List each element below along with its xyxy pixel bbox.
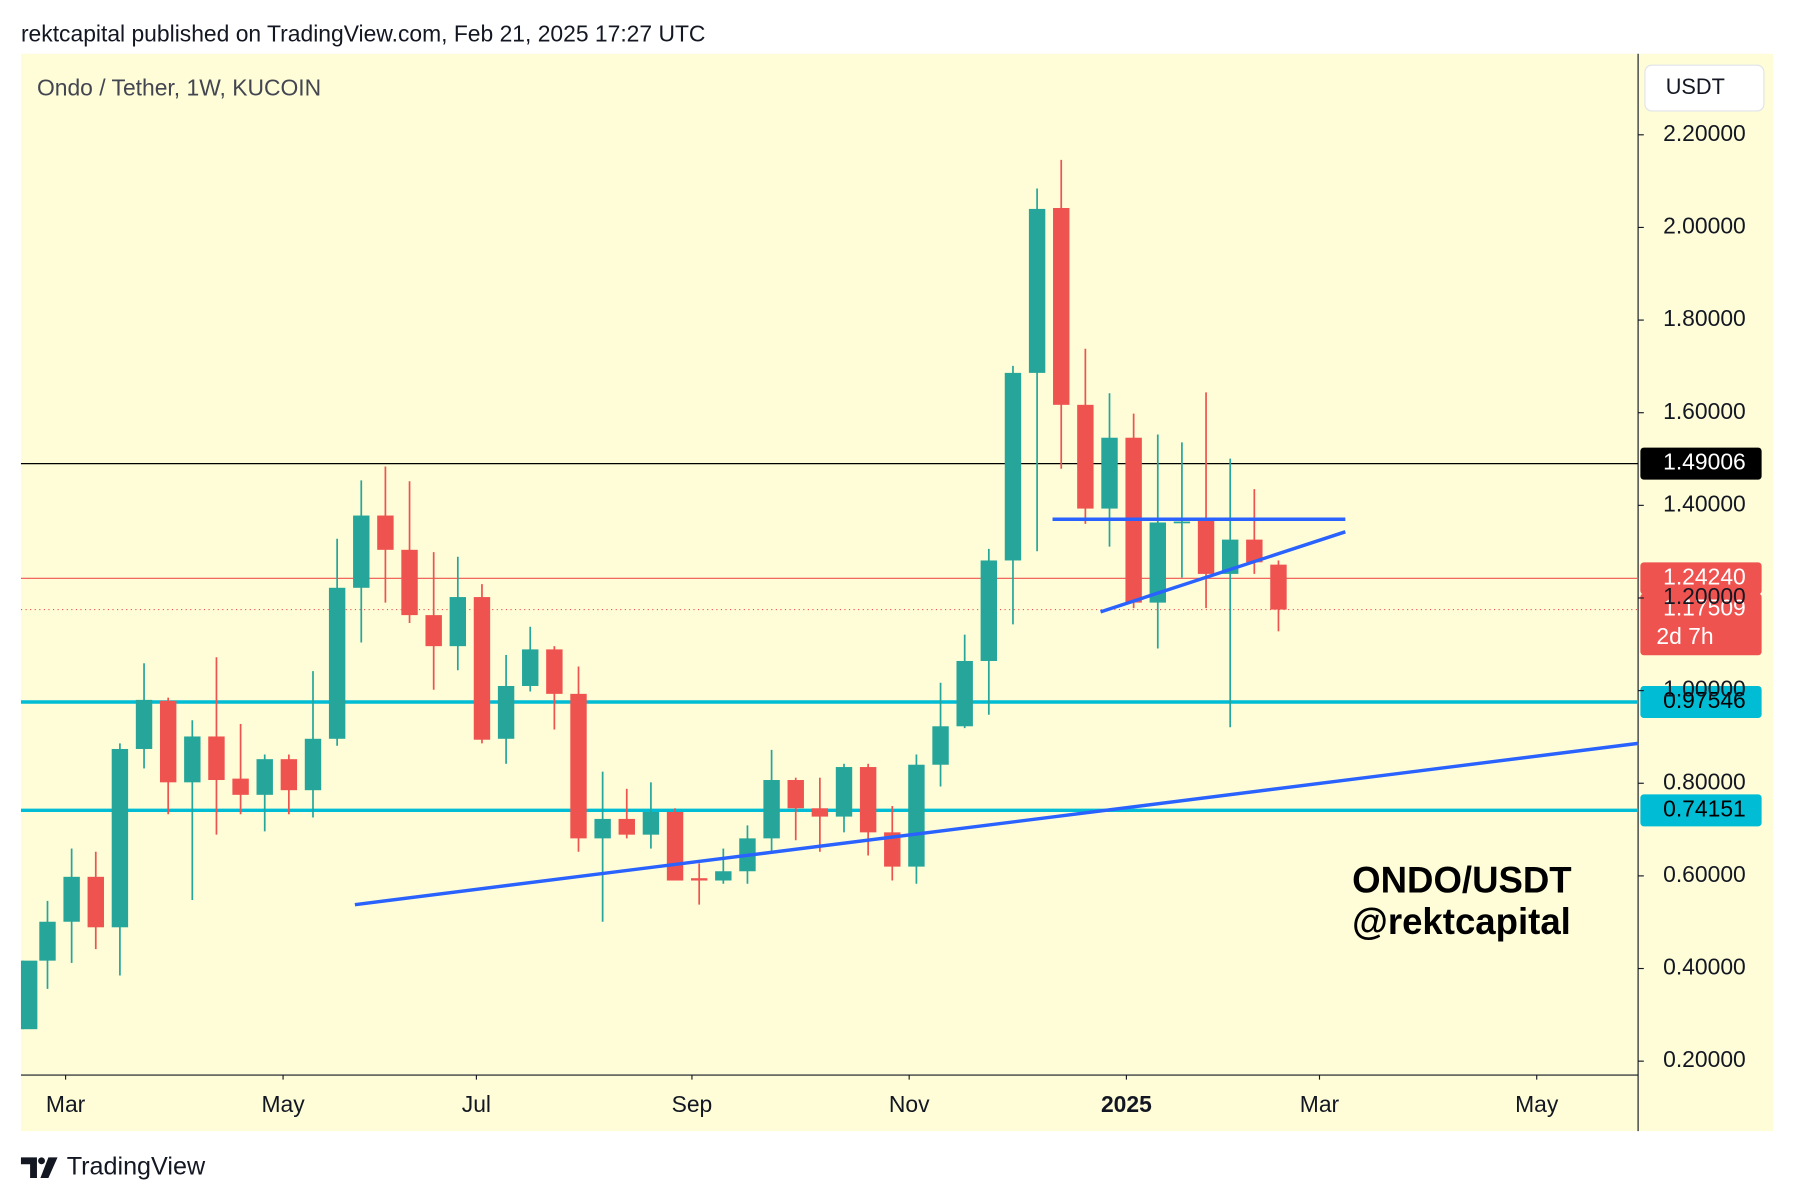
candle-body xyxy=(111,748,129,928)
candle-body xyxy=(1004,372,1022,561)
footer-brand: TradingView xyxy=(67,1152,206,1180)
candle-body xyxy=(859,767,877,833)
price-tag xyxy=(1640,685,1762,718)
candle-body xyxy=(787,780,804,809)
candle-body xyxy=(184,736,201,783)
x-tick-label: Jul xyxy=(462,1091,491,1117)
chart-panel xyxy=(20,53,1774,1132)
candle-body xyxy=(377,515,394,550)
watermark: @rektcapital xyxy=(1352,901,1571,942)
y-tick-label: 2.00000 xyxy=(1663,212,1746,238)
y-tick-label: 0.60000 xyxy=(1663,861,1746,887)
candle-body xyxy=(425,615,442,647)
candle-body xyxy=(328,587,346,739)
candle-body xyxy=(835,767,853,817)
price-tag xyxy=(1640,447,1762,480)
candle-body xyxy=(715,871,732,881)
candle-body xyxy=(1028,208,1046,373)
candle-body xyxy=(280,759,298,791)
y-tick-label: 0.20000 xyxy=(1663,1046,1746,1072)
candle-body xyxy=(618,818,635,835)
candle-body xyxy=(1149,522,1166,603)
candle-body xyxy=(1197,520,1215,574)
price-tag xyxy=(1640,794,1762,827)
candle-body xyxy=(63,876,80,922)
candle-body xyxy=(135,699,153,749)
candle-body xyxy=(908,764,925,867)
x-tick-label: May xyxy=(1515,1091,1559,1117)
x-tick-label: Mar xyxy=(46,1091,86,1117)
y-tick-label: 2.20000 xyxy=(1663,120,1746,146)
x-tick-label: Sep xyxy=(672,1091,713,1117)
y-tick-label: 1.00000 xyxy=(1663,676,1746,702)
candle-body xyxy=(256,759,273,795)
chart-title: Ondo / Tether, 1W, KUCOIN xyxy=(37,74,321,100)
candle-body xyxy=(497,685,515,739)
tradingview-logo xyxy=(20,1157,58,1178)
currency-label: USDT xyxy=(1666,74,1725,99)
price-tag-label: 0.97546 xyxy=(1663,687,1746,713)
candle-body xyxy=(932,726,949,765)
candle-body xyxy=(666,811,684,881)
candle-body xyxy=(87,876,104,928)
candle-body xyxy=(546,649,563,694)
candle-body xyxy=(570,693,587,839)
price-tag-label: 1.49006 xyxy=(1663,449,1746,475)
candle-body xyxy=(449,597,467,647)
candle-body xyxy=(39,921,56,961)
y-tick-label: 1.80000 xyxy=(1663,305,1746,331)
candle-body xyxy=(473,597,491,740)
axes: 0.20000 0.40000 0.60000 0.80000 1.00000 1.200… xyxy=(46,120,1746,1117)
candle-body xyxy=(20,960,38,1030)
candles xyxy=(20,159,1287,1030)
price-tag-label: 1.24240 xyxy=(1663,563,1746,589)
candle-body xyxy=(232,778,249,795)
candle-body xyxy=(522,649,539,686)
x-tick-label: May xyxy=(261,1091,305,1117)
header: rektcapital published on TradingView.com… xyxy=(21,21,706,47)
candle-body xyxy=(1077,404,1094,509)
candle-body xyxy=(159,700,177,783)
x-tick-label: 2025 xyxy=(1101,1091,1152,1117)
price-tag-label: 0.74151 xyxy=(1663,795,1746,821)
trendline xyxy=(354,741,1639,907)
price-tag xyxy=(1640,593,1762,656)
price-tag-label: 1.17509 xyxy=(1663,595,1746,621)
candle-body xyxy=(884,832,901,867)
candle-body xyxy=(956,660,973,727)
countdown: 2d 7h xyxy=(1656,623,1713,649)
y-tick-label: 1.60000 xyxy=(1663,398,1746,424)
candle-body xyxy=(690,878,708,881)
candle-body xyxy=(353,515,370,588)
candle-body xyxy=(1173,521,1191,524)
candle-body xyxy=(811,808,829,817)
candle-body xyxy=(1053,207,1070,405)
candle-body xyxy=(1221,539,1239,574)
x-tick-label: Nov xyxy=(889,1091,930,1117)
currency-button[interactable] xyxy=(1644,64,1765,112)
y-tick-label: 0.80000 xyxy=(1663,768,1746,794)
watermark: ONDO/USDT xyxy=(1352,860,1571,901)
candle-body xyxy=(1101,437,1118,509)
candle-body xyxy=(642,811,660,835)
price-tag xyxy=(1640,562,1762,595)
y-tick-label: 0.40000 xyxy=(1663,954,1746,980)
candle-body xyxy=(208,736,225,781)
trendline xyxy=(1100,530,1346,614)
candle-body xyxy=(763,780,780,839)
y-tick-label: 1.40000 xyxy=(1663,490,1746,516)
y-tick-label: 1.20000 xyxy=(1663,583,1746,609)
candle-body xyxy=(401,549,418,616)
candle-body xyxy=(594,818,611,839)
candle-body xyxy=(304,738,322,791)
x-tick-label: Mar xyxy=(1300,1091,1340,1117)
candle-body xyxy=(1270,564,1287,610)
candle-body xyxy=(980,560,998,661)
candle-body xyxy=(1246,539,1263,563)
